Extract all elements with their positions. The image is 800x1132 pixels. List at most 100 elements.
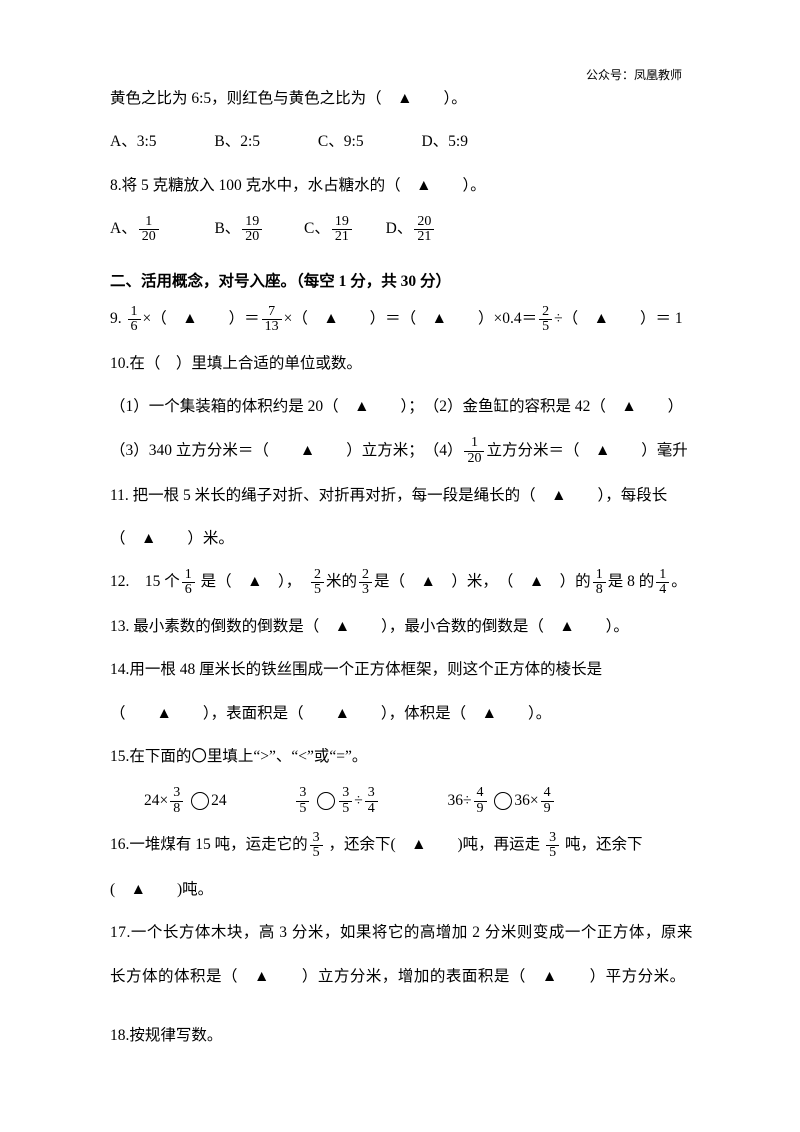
q12-f3: 23 — [359, 568, 372, 598]
q8-c: C、 — [304, 220, 330, 237]
q14-l2: （ ▲ ），表面积是（ ▲ ），体积是（ ▲ ）。 — [110, 699, 700, 728]
q9-pre: 9. — [110, 310, 126, 327]
q9-f2d: 13 — [262, 320, 282, 335]
q8-f4d: 21 — [414, 230, 434, 245]
q8-b: B、 — [214, 220, 240, 237]
q8-options: A、120 B、1920 C、1921 D、2021 — [110, 214, 700, 245]
q8-f1d: 20 — [139, 230, 159, 245]
q16-l2: ( ▲ )吨。 — [110, 875, 700, 904]
q16-f1d: 5 — [310, 846, 323, 861]
q15b-f2d: 5 — [339, 802, 352, 817]
q12-t1: 是（ ▲ ）， — [197, 573, 309, 590]
q8-f4n: 20 — [414, 215, 434, 231]
q12-f2n: 2 — [311, 568, 324, 584]
page: 公众号：凤凰教师 黄色之比为 6:5，则红色与黄色之比为（ ▲ ）。 A、3:5… — [0, 0, 800, 1132]
q15b-f1: 35 — [296, 786, 309, 816]
q16-l1: 16.一堆煤有 15 吨，运走它的35 ，还余下( ▲ )吨，再运走 35 吨，… — [110, 830, 700, 861]
q7-optA: A、3:5 — [110, 133, 157, 150]
q12-f1d: 6 — [182, 583, 195, 598]
q12-t5: 。 — [671, 573, 687, 590]
q8-f3n: 19 — [332, 215, 352, 231]
q7-stem: 黄色之比为 6:5，则红色与黄色之比为（ ▲ ）。 — [110, 84, 700, 113]
q8-f1n: 1 — [139, 215, 159, 231]
q12-f5n: 1 — [656, 568, 669, 584]
q8-f1: 120 — [139, 215, 159, 245]
q12-pre: 12. 15 个 — [110, 573, 180, 590]
q11-l2: （ ▲ ）米。 — [110, 524, 700, 553]
q16-f2: 35 — [546, 831, 559, 861]
q15-stem: 15.在下面的〇里填上“>”、“<”或“=”。 — [110, 742, 700, 771]
q10-p34: （3）340 立方分米＝（ ▲ ）立方米； （4）120立方分米＝（ ▲ ）毫升 — [110, 436, 700, 467]
q15c-pre: 36÷ — [448, 792, 472, 809]
q15a-fd: 8 — [170, 802, 183, 817]
q18: 18.按规律写数。 — [110, 1021, 700, 1050]
section2-title: 二、活用概念，对号入座。（每空 1 分，共 30 分） — [110, 267, 700, 296]
q9-f2n: 7 — [262, 305, 282, 321]
q15b-f3d: 4 — [365, 802, 378, 817]
q15b-f2: 35 — [339, 786, 352, 816]
q17-l1: 17.一个长方体木块，高 3 分米，如果将它的高增加 2 分米则变成一个正方体，… — [110, 918, 700, 947]
q9-f1: 16 — [128, 305, 141, 335]
q16-t2: 吨，还余下 — [561, 836, 642, 853]
q7-optD: D、5:9 — [421, 133, 468, 150]
q15-expr: 24×38 24 35 35÷34 36÷49 36×49 — [144, 786, 700, 817]
q9: 9. 16×（ ▲ ）＝713×（ ▲ ）＝（ ▲ ）×0.4＝25÷（ ▲ ）… — [110, 304, 700, 335]
circle-icon — [317, 792, 335, 810]
q7-optC: C、9:5 — [318, 133, 364, 150]
q15c-f1n: 4 — [474, 786, 487, 802]
q12-f4d: 8 — [593, 583, 606, 598]
q16-f2d: 5 — [546, 846, 559, 861]
q12-f1: 16 — [182, 568, 195, 598]
q8-f4: 2021 — [414, 215, 434, 245]
q15c-f2d: 9 — [541, 802, 554, 817]
q8-f2n: 19 — [242, 215, 262, 231]
q15b-f1d: 5 — [296, 802, 309, 817]
q8-f3d: 21 — [332, 230, 352, 245]
q12-f2: 25 — [311, 568, 324, 598]
q9-f2: 713 — [262, 305, 282, 335]
q15b-f2n: 3 — [339, 786, 352, 802]
q10-stem: 10.在（ ）里填上合适的单位或数。 — [110, 349, 700, 378]
q13: 13. 最小素数的倒数的倒数是（ ▲ ），最小合数的倒数是（ ▲ ）。 — [110, 612, 700, 641]
q15a-pre: 24× — [144, 792, 168, 809]
q11-l1: 11. 把一根 5 米长的绳子对折、对折再对折，每一段是绳长的（ ▲ ），每段长 — [110, 481, 700, 510]
q10-f: 120 — [464, 436, 484, 466]
q16-f1n: 3 — [310, 831, 323, 847]
q12-f3n: 2 — [359, 568, 372, 584]
q8-f2d: 20 — [242, 230, 262, 245]
q15c-f2n: 4 — [541, 786, 554, 802]
q12: 12. 15 个16 是（ ▲ ）， 25米的23是（ ▲ ）米， （ ▲ ）的… — [110, 567, 700, 598]
q16-t1: ，还余下( ▲ )吨，再运走 — [325, 836, 544, 853]
q9-f3n: 2 — [539, 305, 552, 321]
q12-t3: 是（ ▲ ）米， （ ▲ ）的 — [374, 573, 591, 590]
q12-t4: 是 8 的 — [608, 573, 655, 590]
q15c-f1d: 9 — [474, 802, 487, 817]
q16-f2n: 3 — [546, 831, 559, 847]
q15b-f3: 34 — [365, 786, 378, 816]
q12-f3d: 3 — [359, 583, 372, 598]
q9-t3: ÷（ ▲ ）＝ 1 — [554, 310, 682, 327]
header-note: 公众号：凤凰教师 — [586, 64, 682, 87]
q15a-fn: 3 — [170, 786, 183, 802]
q9-f1d: 6 — [128, 320, 141, 335]
q9-t2: ×（ ▲ ）＝（ ▲ ）×0.4＝ — [284, 310, 538, 327]
q15b-f3n: 3 — [365, 786, 378, 802]
q16-f1: 35 — [310, 831, 323, 861]
q8-f2: 1920 — [242, 215, 262, 245]
q8-a: A、 — [110, 220, 137, 237]
q8-d: D、 — [386, 220, 413, 237]
q12-f2d: 5 — [311, 583, 324, 598]
q14-l1: 14.用一根 48 厘米长的铁丝围成一个正方体框架，则这个正方体的棱长是 — [110, 655, 700, 684]
q15c-f1: 49 — [474, 786, 487, 816]
q12-f4: 18 — [593, 568, 606, 598]
q12-f5: 14 — [656, 568, 669, 598]
q10-p3a: （3）340 立方分米＝（ ▲ ）立方米； （4） — [110, 442, 462, 459]
q15c-f2: 49 — [541, 786, 554, 816]
circle-icon — [191, 792, 209, 810]
q10-fn: 1 — [464, 436, 484, 452]
q16-pre: 16.一堆煤有 15 吨，运走它的 — [110, 836, 308, 853]
q15b-div: ÷ — [354, 792, 363, 809]
q9-t1: ×（ ▲ ）＝ — [143, 310, 260, 327]
q15a-post: 24 — [211, 792, 227, 809]
q15a-f: 38 — [170, 786, 183, 816]
